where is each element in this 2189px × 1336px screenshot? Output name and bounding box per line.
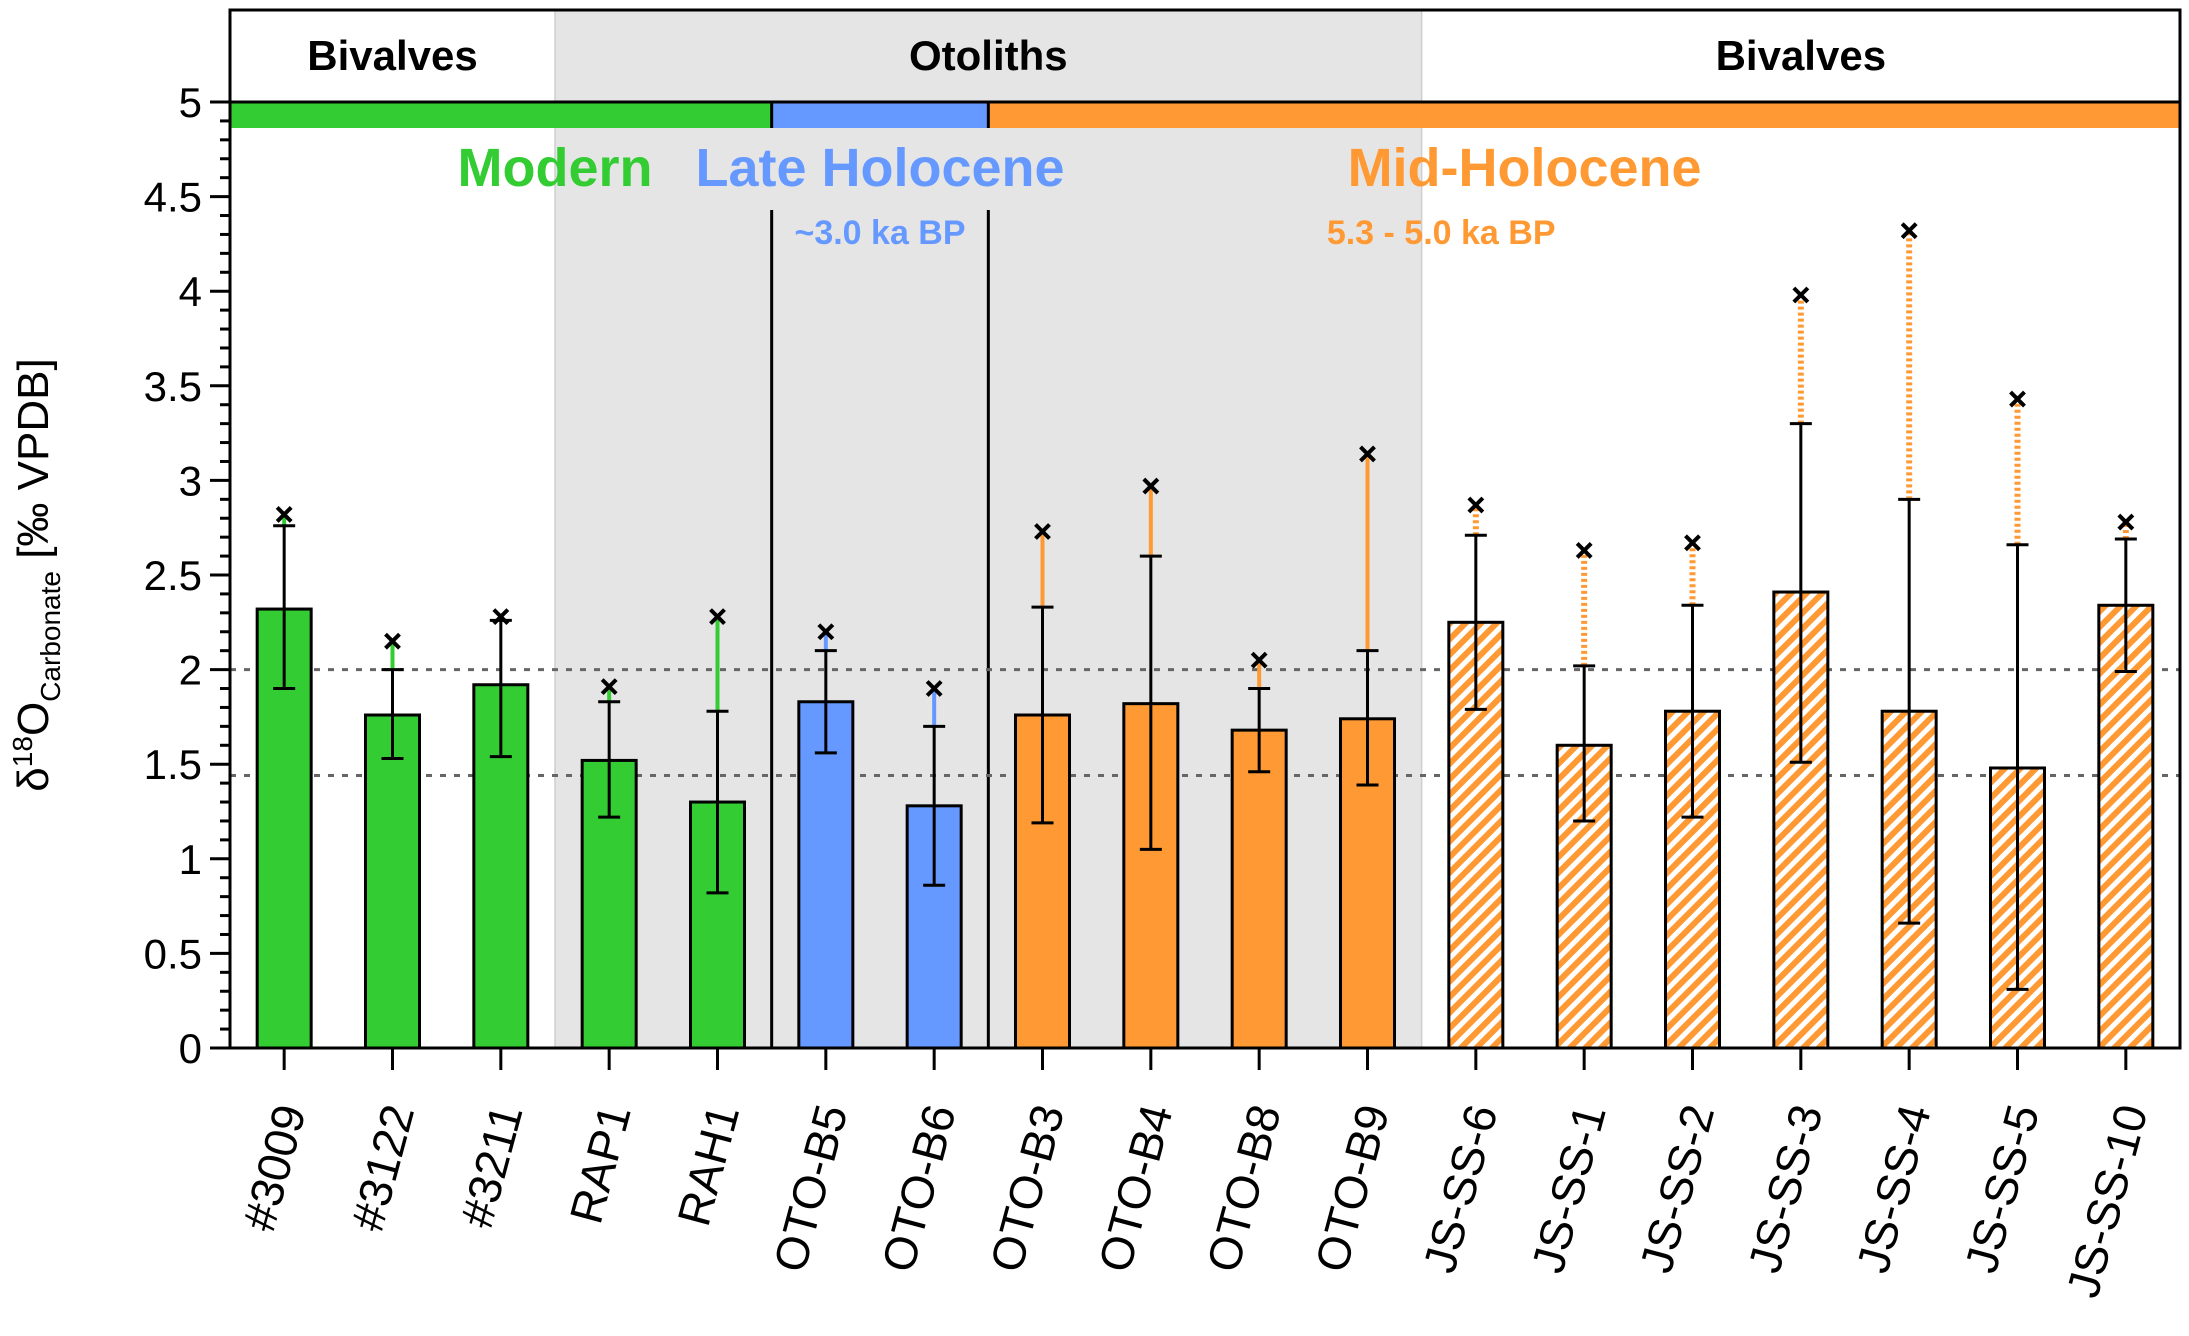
y-tick-label-4-5: 4.5: [144, 174, 202, 221]
y-axis-title-unit: [‰ VPDB]: [9, 358, 58, 571]
max-marker-stroke: [1034, 523, 1051, 540]
y-tick-label-1: 1: [179, 836, 202, 883]
x-tick-label-oto-b3: OTO-B3: [980, 1099, 1074, 1277]
max-marker-stroke: [492, 608, 510, 626]
x-tick-label-js-ss-1: JS-SS-1: [1521, 1099, 1616, 1278]
material-label-otoliths-1: Otoliths: [909, 32, 1068, 79]
period-label-late: Late Holocene: [695, 138, 1064, 198]
x-tick-label-js-ss-2: JS-SS-2: [1630, 1099, 1725, 1278]
y-axis-title-base: δ: [9, 767, 58, 792]
max-marker-js-ss-10: [2117, 513, 2135, 531]
max-marker-stroke: [709, 608, 726, 626]
y-tick-label-3: 3: [179, 457, 202, 504]
max-marker-stroke: [2117, 513, 2135, 531]
y-axis-title: δ18OCarbonate [‰ VPDB]: [7, 358, 66, 791]
y-tick-label-1-5: 1.5: [144, 741, 202, 788]
max-marker-stroke: [1359, 445, 1376, 463]
max-marker-stroke: [600, 678, 618, 696]
max-marker-stroke: [1142, 477, 1160, 495]
period-label-mid: Mid-Holocene: [1348, 138, 1702, 198]
max-marker-oto-b5: [817, 623, 835, 641]
max-marker-3122: [384, 632, 401, 650]
x-tick-label-js-ss-10: JS-SS-10: [2056, 1099, 2157, 1303]
max-marker-stroke: [1467, 496, 1485, 514]
max-marker-rap1: [600, 678, 618, 696]
max-marker-js-ss-1: [1575, 541, 1593, 559]
y-tick-label-2-5: 2.5: [144, 552, 202, 599]
x-tick-label-rah1: RAH1: [667, 1099, 749, 1231]
max-marker-oto-b9: [1359, 445, 1376, 463]
x-tick-label-3122: #3122: [341, 1099, 424, 1236]
max-marker-3009: [275, 506, 293, 523]
max-marker-js-ss-4: [1900, 222, 1918, 240]
period-label-modern: Modern: [458, 138, 653, 198]
x-tick-label-js-ss-6: JS-SS-6: [1413, 1099, 1508, 1278]
y-tick-label-3-5: 3.5: [144, 363, 202, 410]
max-marker-stroke: [1792, 286, 1810, 304]
max-marker-stroke: [1684, 534, 1701, 552]
period-band-late: [771, 102, 989, 128]
y-tick-label-0: 0: [179, 1025, 202, 1072]
max-marker-stroke: [384, 632, 401, 650]
max-marker-js-ss-5: [2009, 390, 2026, 408]
max-marker-oto-b8: [1250, 651, 1268, 669]
x-tick-label-3211: #3211: [450, 1099, 532, 1233]
max-marker-stroke: [275, 506, 293, 523]
x-tick-label-3009: #3009: [232, 1099, 315, 1236]
x-tick-label-js-ss-3: JS-SS-3: [1738, 1099, 1833, 1278]
plot-frame: [228, 8, 2182, 1050]
material-label-bivalves-0: Bivalves: [307, 32, 477, 79]
y-tick-label-0-5: 0.5: [144, 930, 202, 977]
x-tick-label-js-ss-4: JS-SS-4: [1846, 1099, 1941, 1278]
bar-3122: [364, 713, 421, 1050]
x-tick-label-oto-b9: OTO-B9: [1305, 1099, 1399, 1277]
x-tick-label-js-ss-5: JS-SS-5: [1955, 1099, 2050, 1278]
y-axis-title-superscript: 18: [7, 736, 38, 767]
max-marker-oto-b6: [925, 680, 943, 697]
period-band-modern: [230, 102, 772, 128]
bar-oto-b8: [1230, 728, 1288, 1050]
max-marker-stroke: [925, 680, 943, 697]
y-axis-title-subscript: Carbonate: [35, 571, 66, 702]
x-tick-label-oto-b8: OTO-B8: [1196, 1099, 1290, 1277]
max-marker-oto-b3: [1034, 523, 1051, 540]
bar-oto-b5: [797, 700, 855, 1050]
y-axis-title-symbol: O: [9, 702, 58, 736]
max-marker-oto-b4: [1142, 477, 1160, 495]
max-marker-stroke: [817, 623, 835, 641]
x-tick-label-oto-b4: OTO-B4: [1088, 1099, 1182, 1277]
period-sublabel-mid: 5.3 - 5.0 ka BP: [1327, 214, 1556, 252]
max-marker-stroke: [2009, 390, 2026, 408]
max-marker-js-ss-6: [1467, 496, 1485, 514]
y-tick-label-2: 2: [179, 647, 202, 694]
max-marker-rah1: [709, 608, 726, 626]
x-tick-label-rap1: RAP1: [559, 1099, 640, 1229]
x-tick-label-oto-b5: OTO-B5: [763, 1099, 857, 1277]
max-marker-stroke: [1900, 222, 1918, 240]
max-marker-stroke: [1250, 651, 1268, 669]
period-sublabel-late: ~3.0 ka BP: [794, 214, 965, 252]
max-marker-3211: [492, 608, 510, 626]
max-marker-stroke: [1575, 541, 1593, 559]
max-marker-js-ss-2: [1684, 534, 1701, 552]
y-tick-label-5: 5: [179, 79, 202, 126]
x-tick-label-oto-b6: OTO-B6: [871, 1099, 965, 1277]
period-band-mid: [988, 102, 2181, 128]
material-label-bivalves-2: Bivalves: [1716, 32, 1886, 79]
y-tick-label-4: 4: [179, 268, 202, 315]
max-marker-js-ss-3: [1792, 286, 1810, 304]
